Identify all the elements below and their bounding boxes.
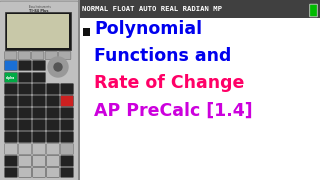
FancyBboxPatch shape (33, 168, 45, 177)
FancyBboxPatch shape (61, 96, 73, 106)
FancyBboxPatch shape (19, 132, 31, 142)
Bar (78, 0, 320, 18)
FancyBboxPatch shape (19, 61, 31, 70)
FancyBboxPatch shape (310, 4, 317, 17)
Text: AP PreCalc [1.4]: AP PreCalc [1.4] (94, 102, 252, 120)
FancyBboxPatch shape (33, 61, 45, 70)
Text: TI-84 Plus: TI-84 Plus (29, 9, 49, 13)
FancyBboxPatch shape (19, 144, 31, 154)
FancyBboxPatch shape (61, 108, 73, 118)
FancyBboxPatch shape (47, 132, 59, 142)
FancyBboxPatch shape (33, 132, 45, 142)
FancyBboxPatch shape (59, 52, 71, 59)
FancyBboxPatch shape (33, 96, 45, 106)
FancyBboxPatch shape (47, 96, 59, 106)
Circle shape (54, 63, 62, 71)
Text: Texas Instruments: Texas Instruments (28, 5, 50, 9)
Bar (78, 0, 79, 180)
FancyBboxPatch shape (33, 156, 45, 166)
Bar (5, 12, 71, 50)
FancyBboxPatch shape (33, 84, 45, 94)
FancyBboxPatch shape (5, 120, 17, 130)
FancyBboxPatch shape (19, 84, 31, 94)
FancyBboxPatch shape (5, 144, 17, 154)
FancyBboxPatch shape (32, 52, 44, 59)
Text: Polynomial: Polynomial (94, 20, 202, 38)
Bar (78, 18, 320, 180)
FancyBboxPatch shape (5, 96, 17, 106)
FancyBboxPatch shape (19, 73, 31, 82)
FancyBboxPatch shape (33, 144, 45, 154)
FancyBboxPatch shape (19, 108, 31, 118)
FancyBboxPatch shape (4, 73, 17, 82)
FancyBboxPatch shape (47, 84, 59, 94)
Text: Functions and: Functions and (94, 47, 231, 65)
FancyBboxPatch shape (33, 120, 45, 130)
FancyBboxPatch shape (19, 96, 31, 106)
FancyBboxPatch shape (0, 1, 79, 180)
FancyBboxPatch shape (47, 144, 59, 154)
FancyBboxPatch shape (45, 52, 57, 59)
FancyBboxPatch shape (5, 108, 17, 118)
Circle shape (48, 57, 68, 77)
FancyBboxPatch shape (47, 168, 59, 177)
FancyBboxPatch shape (19, 120, 31, 130)
FancyBboxPatch shape (61, 84, 73, 94)
FancyBboxPatch shape (47, 120, 59, 130)
FancyBboxPatch shape (61, 156, 73, 166)
Bar (7, 14, 69, 48)
Text: NORMAL FLOAT AUTO REAL RADIAN MP: NORMAL FLOAT AUTO REAL RADIAN MP (82, 6, 222, 12)
FancyBboxPatch shape (61, 144, 73, 154)
FancyBboxPatch shape (5, 156, 17, 166)
FancyBboxPatch shape (4, 61, 17, 70)
FancyBboxPatch shape (47, 108, 59, 118)
FancyBboxPatch shape (33, 108, 45, 118)
Text: Rate of Change: Rate of Change (94, 74, 244, 92)
FancyBboxPatch shape (5, 168, 17, 177)
FancyBboxPatch shape (61, 120, 73, 130)
FancyBboxPatch shape (5, 84, 17, 94)
FancyBboxPatch shape (19, 156, 31, 166)
FancyBboxPatch shape (18, 52, 30, 59)
FancyBboxPatch shape (4, 52, 17, 59)
FancyBboxPatch shape (61, 132, 73, 142)
FancyBboxPatch shape (47, 156, 59, 166)
FancyBboxPatch shape (19, 168, 31, 177)
FancyBboxPatch shape (33, 73, 45, 82)
FancyBboxPatch shape (5, 132, 17, 142)
Bar (83, 28, 90, 36)
Text: alpha: alpha (6, 75, 16, 80)
FancyBboxPatch shape (61, 168, 73, 177)
